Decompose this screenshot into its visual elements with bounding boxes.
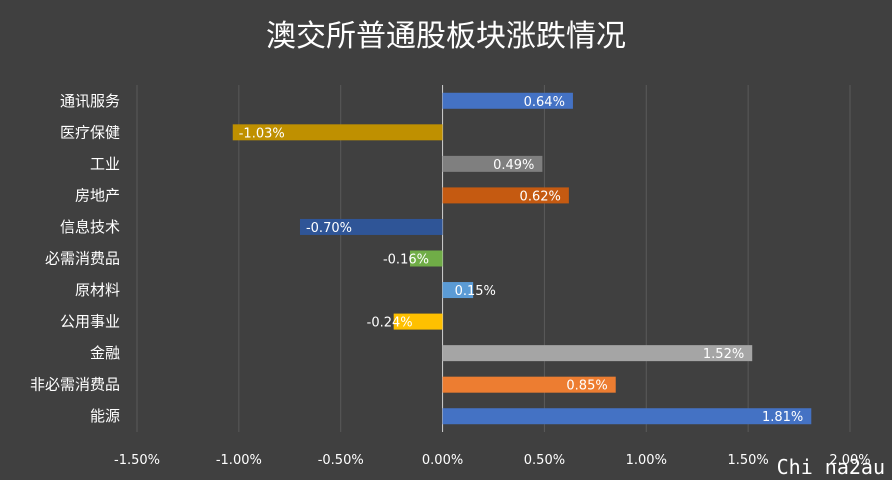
x-tick-label: 0.50% [524, 453, 565, 468]
bar [232, 124, 443, 141]
category-label: 房地产 [75, 186, 120, 204]
bar [409, 250, 443, 267]
category-label: 金融 [90, 344, 120, 362]
data-label: 1.52% [703, 347, 744, 362]
data-labels: 0.64% -1.03% 0.49% 0.62% -0.70% -0.16% 0.15% -0… [239, 95, 804, 425]
category-label: 能源 [90, 407, 120, 425]
bar [442, 408, 812, 425]
category-label: 必需消费品 [45, 250, 120, 268]
x-tick-label: 0.00% [422, 453, 463, 468]
x-tick-label: 2.00% [829, 453, 870, 468]
data-label: -0.16% [383, 253, 429, 268]
x-tick-label: -0.50% [318, 453, 364, 468]
data-label: -0.70% [306, 221, 352, 236]
category-label: 医疗保健 [60, 123, 120, 141]
x-tick-label: 1.50% [727, 453, 768, 468]
data-label: 0.49% [493, 158, 534, 173]
x-tick-label: 1.00% [626, 453, 667, 468]
bars [232, 92, 812, 425]
category-label: 工业 [90, 155, 120, 173]
data-label: 0.15% [455, 284, 496, 299]
x-tick-label: -1.50% [114, 453, 160, 468]
bar [442, 282, 474, 299]
x-tick-labels: -1.50% -1.00% -0.50% 0.00% 0.50% 1.00% 1.50% 2.… [114, 453, 871, 468]
category-label: 非必需消费品 [30, 376, 120, 394]
data-label: 0.62% [520, 189, 561, 204]
category-label: 原材料 [75, 281, 120, 299]
x-tick-label: -1.00% [216, 453, 262, 468]
bar [442, 155, 543, 172]
data-label: -1.03% [239, 126, 285, 141]
bar [299, 218, 443, 235]
bar [442, 376, 616, 393]
data-label: 1.81% [762, 410, 803, 425]
category-label: 信息技术 [60, 218, 120, 236]
bar [442, 92, 573, 109]
data-label: 0.64% [524, 95, 565, 110]
chart-title: 澳交所普通股板块涨跌情况 [266, 19, 626, 54]
bar [393, 313, 443, 330]
category-label: 公用事业 [60, 313, 120, 331]
bar [442, 345, 753, 362]
data-label: -0.24% [367, 316, 413, 331]
watermark-text: Chi na2au [777, 455, 885, 479]
category-label: 通讯服务 [60, 92, 120, 110]
bar [442, 187, 569, 204]
data-label: 0.85% [566, 379, 607, 394]
grid-lines [136, 85, 851, 432]
